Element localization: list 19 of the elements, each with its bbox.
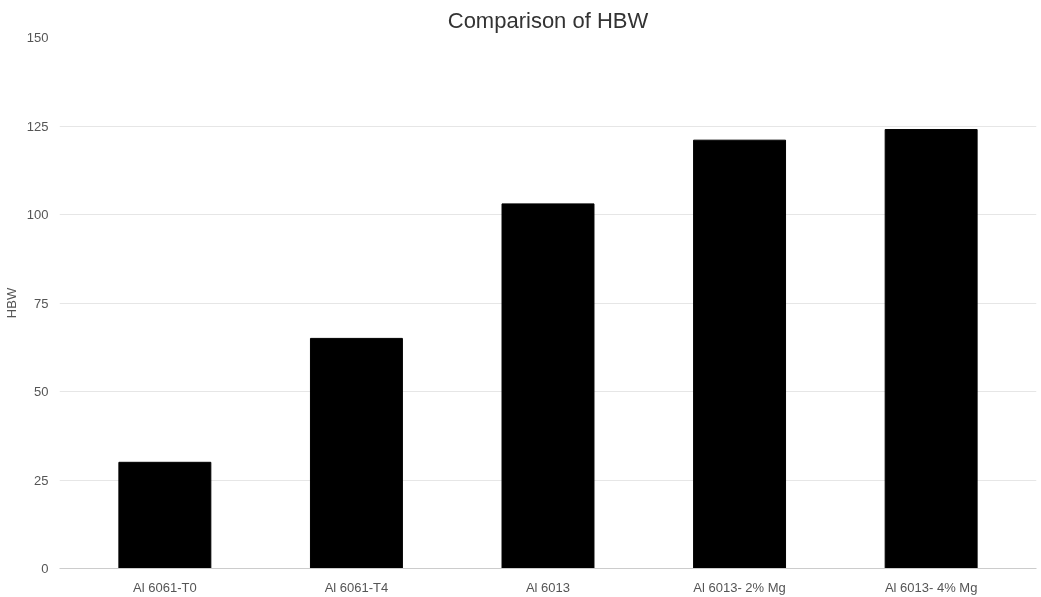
y-tick-label: 75 [34,295,49,311]
x-tick-label: Al 6061-T4 [324,579,389,595]
bar [118,461,212,569]
x-tick-label: Al 6013- 2% Mg [693,579,786,595]
bar [309,337,403,569]
y-tick-label: 25 [34,472,49,488]
x-tick-label: Al 6013- 4% Mg [884,579,978,595]
chart-title: Comparison of HBW [447,7,649,33]
y-tick-label: 125 [26,118,49,134]
x-tick-label: Al 6061-T0 [133,579,197,595]
x-tick-label: Al 6013 [525,579,571,595]
y-tick-label: 100 [26,207,49,222]
bar [693,139,787,569]
y-tick-label: 50 [34,384,49,399]
bar [501,203,595,569]
y-tick-label: 150 [26,30,49,45]
bar [884,129,978,569]
y-tick-label: 0 [41,561,49,576]
y-axis-title: HBW [3,287,19,319]
